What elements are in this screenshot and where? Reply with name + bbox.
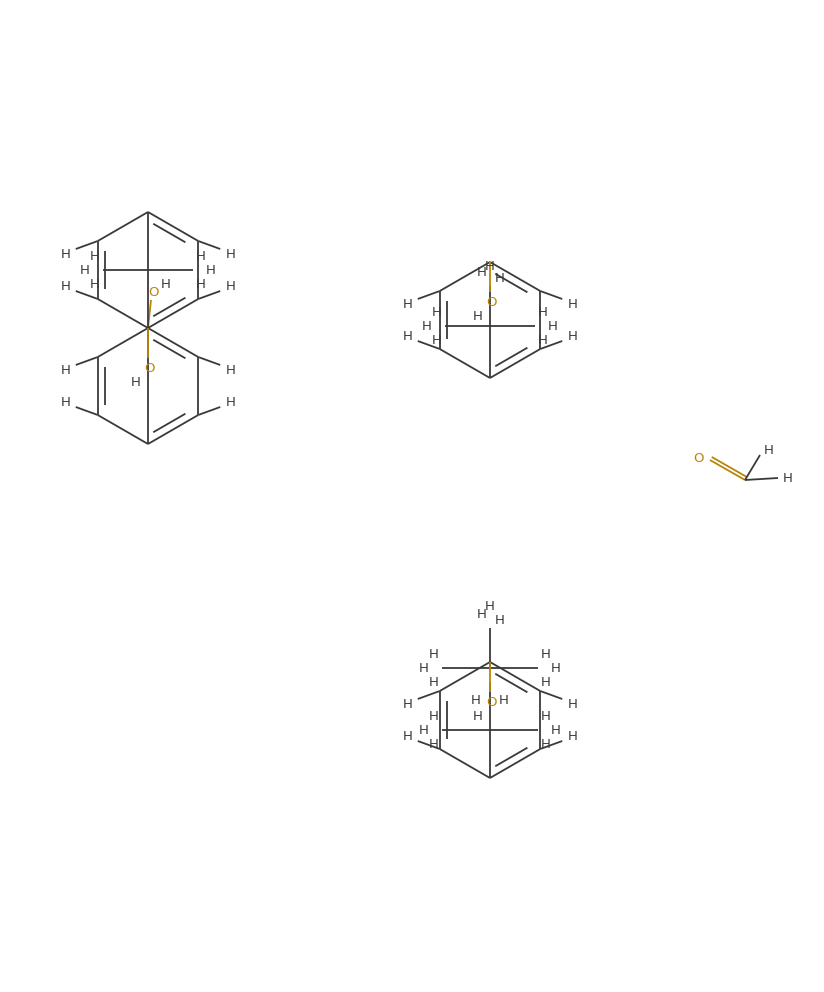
Text: H: H [567, 329, 577, 342]
Text: H: H [429, 648, 439, 661]
Text: H: H [567, 697, 577, 710]
Text: H: H [541, 648, 551, 661]
Text: H: H [495, 272, 505, 285]
Text: H: H [225, 363, 235, 377]
Text: H: H [477, 266, 487, 279]
Text: O: O [149, 287, 159, 300]
Text: H: H [196, 278, 206, 291]
Text: H: H [196, 250, 206, 263]
Text: H: H [541, 737, 551, 751]
Text: H: H [485, 260, 495, 273]
Text: H: H [90, 250, 100, 263]
Text: H: H [783, 471, 793, 484]
Text: H: H [432, 306, 442, 318]
Text: O: O [487, 296, 497, 309]
Text: H: H [419, 723, 429, 736]
Text: H: H [225, 280, 235, 293]
Text: H: H [551, 723, 561, 736]
Text: H: H [567, 729, 577, 742]
Text: H: H [473, 709, 483, 722]
Text: H: H [403, 697, 413, 710]
Text: O: O [694, 451, 705, 464]
Text: H: H [90, 278, 100, 291]
Text: O: O [487, 695, 497, 708]
Text: H: H [471, 694, 481, 707]
Text: H: H [473, 310, 483, 322]
Text: H: H [567, 298, 577, 310]
Text: H: H [429, 737, 439, 751]
Text: H: H [495, 613, 505, 627]
Text: H: H [429, 709, 439, 722]
Text: H: H [61, 396, 71, 409]
Text: H: H [541, 709, 551, 722]
Text: H: H [429, 676, 439, 688]
Text: H: H [538, 306, 548, 318]
Text: H: H [499, 694, 509, 707]
Text: H: H [403, 729, 413, 742]
Text: H: H [61, 363, 71, 377]
Text: H: H [432, 333, 442, 346]
Text: H: H [403, 329, 413, 342]
Text: H: H [225, 396, 235, 409]
Text: H: H [161, 279, 171, 292]
Text: H: H [485, 599, 495, 612]
Text: H: H [538, 333, 548, 346]
Text: H: H [422, 319, 432, 332]
Text: H: H [61, 247, 71, 261]
Text: H: H [764, 443, 774, 456]
Text: H: H [206, 264, 216, 277]
Text: H: H [403, 298, 413, 310]
Text: H: H [551, 662, 561, 675]
Text: H: H [131, 376, 141, 389]
Text: H: H [541, 676, 551, 688]
Text: H: H [477, 607, 487, 621]
Text: H: H [225, 247, 235, 261]
Text: O: O [145, 361, 155, 375]
Text: H: H [80, 264, 90, 277]
Text: H: H [61, 280, 71, 293]
Text: H: H [419, 662, 429, 675]
Text: H: H [548, 319, 558, 332]
